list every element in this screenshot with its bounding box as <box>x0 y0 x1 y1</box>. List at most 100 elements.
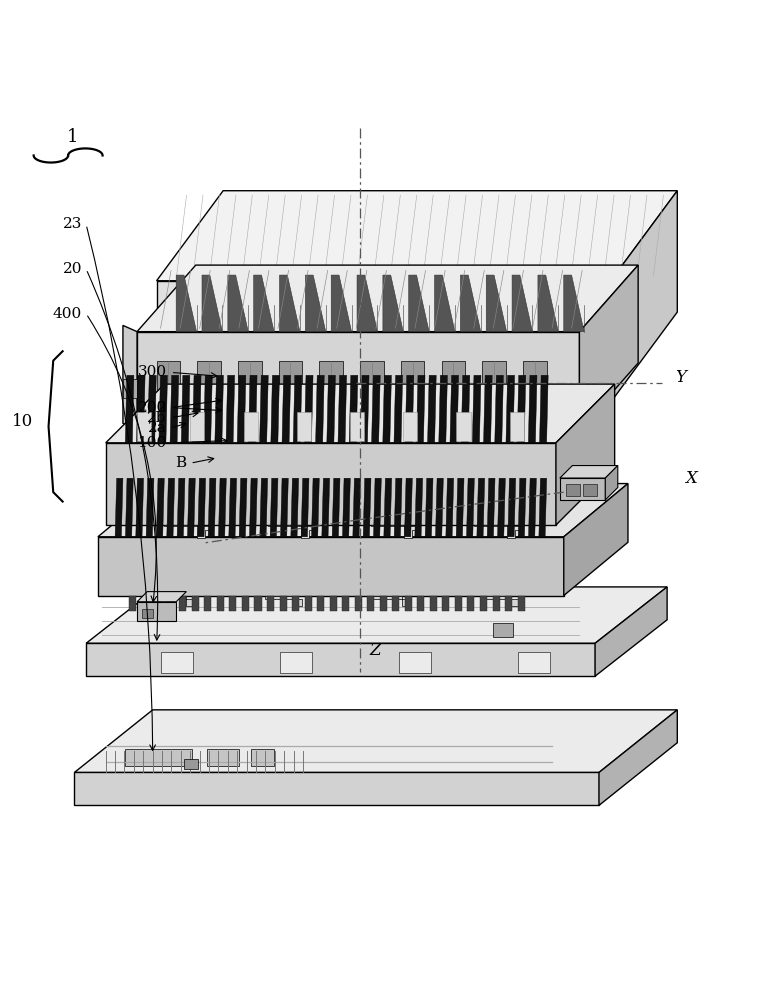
Polygon shape <box>157 281 611 402</box>
Polygon shape <box>193 375 201 443</box>
Bar <box>142 596 149 611</box>
Bar <box>125 749 192 766</box>
Polygon shape <box>538 275 558 332</box>
Bar <box>204 596 211 611</box>
Bar <box>455 596 462 611</box>
Bar <box>518 652 550 673</box>
Bar <box>161 652 193 673</box>
Text: Z: Z <box>370 642 381 659</box>
Polygon shape <box>472 375 481 443</box>
Polygon shape <box>98 484 628 537</box>
Polygon shape <box>579 265 638 430</box>
Polygon shape <box>353 478 361 537</box>
Polygon shape <box>125 375 134 443</box>
Bar <box>267 596 274 611</box>
Polygon shape <box>539 375 548 443</box>
Text: 20: 20 <box>63 262 82 276</box>
Bar <box>583 484 597 496</box>
Polygon shape <box>338 375 347 443</box>
Polygon shape <box>383 375 392 443</box>
Bar <box>403 412 417 441</box>
Text: 2a: 2a <box>148 421 167 435</box>
Bar <box>518 596 525 611</box>
Polygon shape <box>260 478 268 537</box>
Polygon shape <box>123 325 137 430</box>
Polygon shape <box>438 375 447 443</box>
Polygon shape <box>226 375 235 443</box>
Text: 200: 200 <box>138 401 167 415</box>
Bar <box>197 361 221 412</box>
Polygon shape <box>332 478 340 537</box>
Bar <box>184 759 198 769</box>
Bar <box>190 412 204 441</box>
Polygon shape <box>373 596 410 606</box>
Bar <box>392 596 399 611</box>
Polygon shape <box>293 375 302 443</box>
Bar <box>401 361 424 412</box>
Polygon shape <box>611 191 677 402</box>
Bar <box>157 361 180 412</box>
Polygon shape <box>115 478 123 537</box>
Text: 23: 23 <box>63 217 82 231</box>
Polygon shape <box>529 478 536 537</box>
Polygon shape <box>239 478 247 537</box>
Bar <box>167 596 174 611</box>
Bar <box>360 361 384 412</box>
Polygon shape <box>148 375 157 443</box>
Polygon shape <box>435 478 443 537</box>
Polygon shape <box>595 587 667 676</box>
Polygon shape <box>495 375 503 443</box>
Bar <box>317 596 324 611</box>
Bar <box>405 596 412 611</box>
Polygon shape <box>136 375 145 443</box>
Text: 400: 400 <box>53 307 82 321</box>
Polygon shape <box>159 375 168 443</box>
Bar <box>430 596 437 611</box>
Polygon shape <box>460 275 481 332</box>
Polygon shape <box>204 375 212 443</box>
Bar <box>207 749 239 766</box>
Polygon shape <box>564 275 584 332</box>
Bar <box>442 361 465 412</box>
Polygon shape <box>167 478 175 537</box>
Polygon shape <box>86 643 595 676</box>
Polygon shape <box>170 375 179 443</box>
Text: 2b: 2b <box>147 411 167 425</box>
Bar <box>566 484 580 496</box>
Polygon shape <box>484 375 493 443</box>
Polygon shape <box>508 478 516 537</box>
Bar <box>279 361 302 412</box>
Polygon shape <box>301 478 309 537</box>
Text: 1: 1 <box>67 128 78 146</box>
Text: X: X <box>685 470 697 487</box>
Bar <box>238 361 262 412</box>
Bar <box>292 596 299 611</box>
Polygon shape <box>208 478 216 537</box>
Polygon shape <box>198 478 206 537</box>
Polygon shape <box>384 478 392 537</box>
Polygon shape <box>137 592 186 602</box>
Polygon shape <box>181 375 190 443</box>
Polygon shape <box>560 466 618 478</box>
Polygon shape <box>461 375 470 443</box>
Bar <box>480 596 487 611</box>
Polygon shape <box>406 375 413 443</box>
Polygon shape <box>467 478 474 537</box>
Polygon shape <box>363 478 371 537</box>
Bar <box>297 412 311 441</box>
Polygon shape <box>529 375 537 443</box>
Polygon shape <box>512 275 532 332</box>
Bar <box>123 379 137 398</box>
Polygon shape <box>322 478 330 537</box>
Polygon shape <box>260 375 269 443</box>
Polygon shape <box>74 772 599 805</box>
Polygon shape <box>157 191 677 281</box>
Polygon shape <box>497 478 505 537</box>
Polygon shape <box>271 375 280 443</box>
Polygon shape <box>305 375 313 443</box>
Bar <box>229 596 236 611</box>
Polygon shape <box>265 596 302 606</box>
Bar <box>137 412 151 441</box>
Polygon shape <box>290 478 298 537</box>
Polygon shape <box>86 587 667 643</box>
